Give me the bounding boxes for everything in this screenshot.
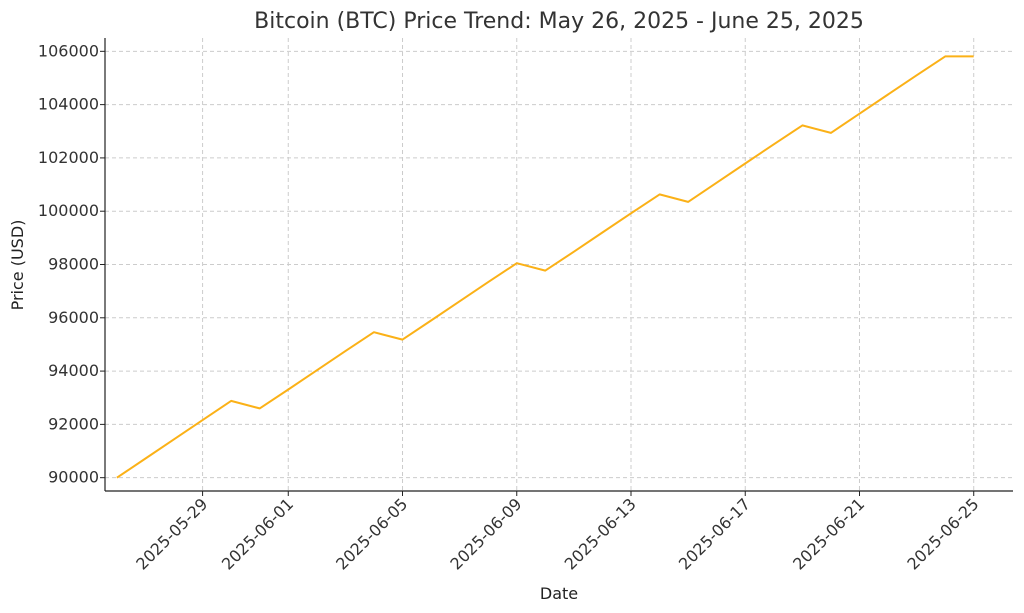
y-axis-label: Price (USD) xyxy=(8,220,27,311)
y-tick-label: 106000 xyxy=(38,41,99,60)
x-axis-ticks: 2025-05-29 2025-06-01 2025-06-05 2025-06-09… xyxy=(132,491,983,574)
x-tick-label: 2025-06-09 xyxy=(446,494,525,573)
x-tick-label: 2025-06-25 xyxy=(903,494,982,573)
gridlines xyxy=(105,38,1013,491)
x-tick-label: 2025-06-21 xyxy=(789,494,868,573)
y-tick-label: 90000 xyxy=(48,468,99,487)
y-axis-ticks: 90000 92000 94000 96000 98000 100000 102000 104… xyxy=(38,41,105,487)
x-tick-label: 2025-06-17 xyxy=(675,494,754,573)
y-tick-label: 96000 xyxy=(48,308,99,327)
x-axis-label: Date xyxy=(540,584,578,603)
y-tick-label: 104000 xyxy=(38,95,99,114)
x-tick-label: 2025-06-05 xyxy=(332,494,411,573)
y-tick-label: 92000 xyxy=(48,414,99,433)
series-layer xyxy=(116,55,974,479)
series-line xyxy=(116,55,974,479)
y-tick-label: 98000 xyxy=(48,255,99,274)
y-tick-label: 102000 xyxy=(38,148,99,167)
x-tick-label: 2025-06-01 xyxy=(218,494,297,573)
y-tick-label: 94000 xyxy=(48,361,99,380)
x-tick-label: 2025-06-13 xyxy=(561,494,640,573)
y-tick-label: 100000 xyxy=(38,201,99,220)
x-tick-label: 2025-05-29 xyxy=(132,494,211,573)
chart-title: Bitcoin (BTC) Price Trend: May 26, 2025 … xyxy=(254,9,864,34)
